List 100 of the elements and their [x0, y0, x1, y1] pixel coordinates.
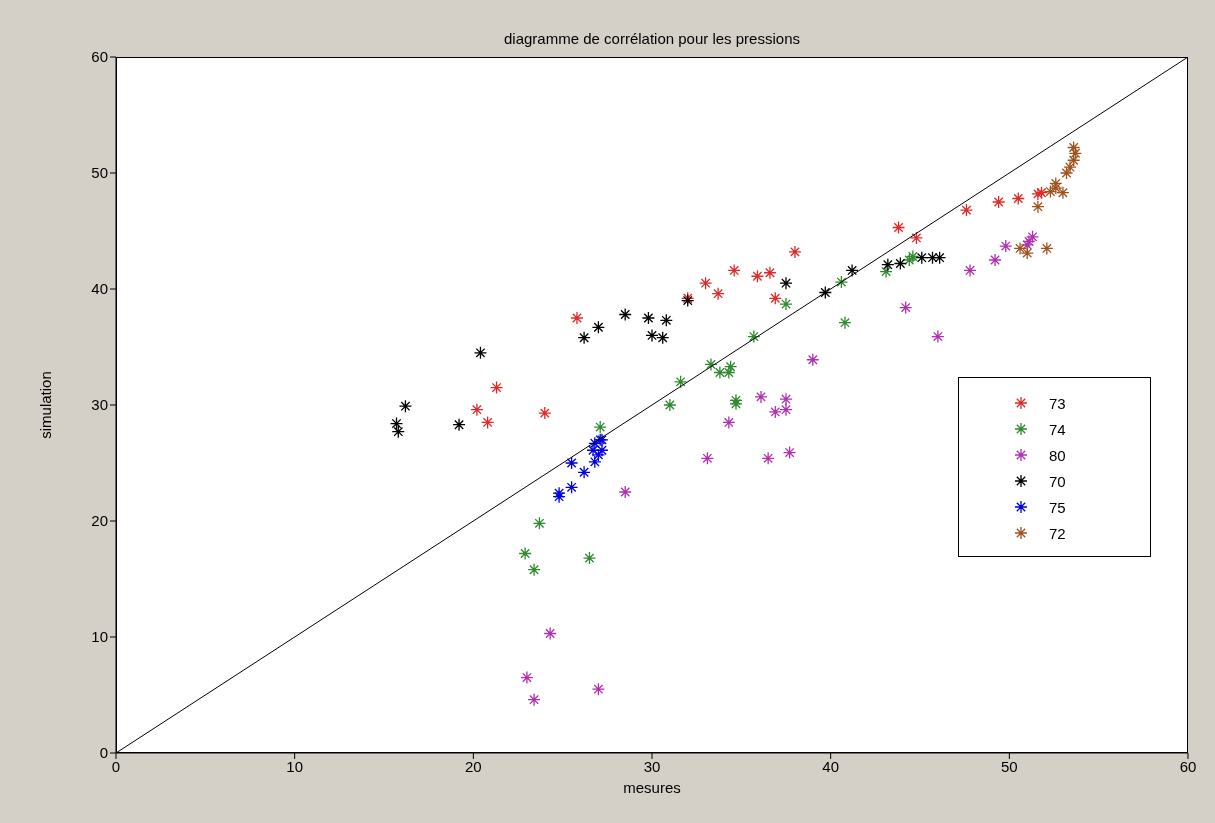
point: [518, 546, 532, 561]
point: [1063, 160, 1077, 174]
point: [564, 456, 579, 470]
point: [959, 203, 974, 217]
point: [398, 399, 413, 413]
point: [520, 670, 534, 685]
point: [591, 320, 606, 334]
point: [1011, 191, 1025, 206]
point: [915, 251, 929, 265]
point: [845, 263, 859, 278]
point: [538, 406, 552, 420]
chart-title: diagramme de corrélation pour les pressions: [503, 30, 801, 47]
y-tick-label: 0: [99, 744, 108, 762]
point: [1068, 146, 1083, 160]
point: [729, 397, 743, 411]
legend-label: 70: [1049, 472, 1066, 490]
point: [470, 402, 484, 417]
point: [489, 380, 504, 395]
point: [641, 311, 656, 325]
point: [1013, 241, 1027, 256]
point: [818, 285, 832, 300]
point: [881, 257, 895, 272]
point: [1031, 187, 1045, 201]
point: [588, 455, 602, 469]
legend-label: 73: [1049, 394, 1066, 412]
point: [925, 251, 940, 265]
legend-label: 74: [1049, 420, 1066, 438]
point: [663, 398, 677, 412]
point: [593, 420, 607, 434]
point: [902, 253, 916, 267]
point: [1056, 186, 1070, 200]
point: [532, 516, 547, 530]
x-tick-label: 20: [464, 757, 482, 775]
point: [779, 276, 793, 290]
x-tick-label: 50: [1000, 757, 1018, 775]
point: [806, 353, 820, 367]
point: [727, 263, 741, 278]
point: [1031, 199, 1045, 214]
point: [754, 390, 768, 404]
point: [988, 253, 1002, 267]
point: [659, 313, 673, 327]
legend-label: 75: [1049, 498, 1066, 516]
point: [991, 195, 1006, 209]
point: [527, 563, 541, 577]
y-tick-label: 40: [91, 280, 108, 298]
point: [1043, 184, 1058, 199]
point: [570, 311, 584, 325]
point: [838, 315, 852, 330]
point: [1059, 166, 1074, 180]
point: [389, 416, 404, 431]
point: [645, 328, 659, 343]
x-tick-label: 10: [286, 757, 304, 775]
point: [452, 418, 466, 432]
point: [543, 626, 557, 641]
point: [1020, 246, 1034, 260]
x-tick-label: 60: [1179, 757, 1197, 775]
point: [909, 231, 924, 245]
point: [891, 220, 906, 235]
point: [391, 425, 405, 439]
point: [899, 300, 913, 315]
point: [761, 451, 775, 466]
point: [1025, 230, 1040, 244]
point: [722, 365, 736, 380]
point: [711, 286, 725, 301]
point: [582, 551, 597, 565]
point: [782, 445, 797, 460]
point: [700, 451, 715, 466]
point: [704, 357, 718, 372]
point: [656, 331, 670, 345]
point: [480, 415, 495, 430]
point: [618, 485, 632, 499]
x-tick-label: 0: [111, 757, 121, 775]
point: [768, 291, 782, 305]
y-tick-label: 60: [91, 48, 108, 66]
point: [747, 329, 761, 344]
point: [591, 448, 606, 462]
point: [586, 443, 600, 457]
point: [577, 331, 591, 345]
point: [788, 245, 802, 259]
y-tick-label: 30: [91, 396, 108, 414]
point: [779, 392, 793, 406]
point: [591, 682, 606, 696]
point: [595, 443, 609, 457]
y-tick-label: 20: [91, 512, 108, 530]
point: [577, 465, 591, 479]
point: [879, 264, 893, 279]
point: [673, 375, 688, 389]
point: [906, 249, 920, 264]
x-axis-title: mesures: [623, 779, 681, 796]
point: [722, 415, 736, 430]
point: [779, 297, 793, 311]
point: [1034, 186, 1049, 200]
point: [1040, 241, 1054, 256]
legend-label: 80: [1049, 446, 1066, 464]
y-tick-label: 50: [91, 164, 108, 182]
point: [698, 276, 713, 290]
point: [963, 263, 977, 278]
point: [834, 275, 849, 289]
point: [1020, 238, 1034, 252]
x-tick-label: 30: [643, 757, 661, 775]
